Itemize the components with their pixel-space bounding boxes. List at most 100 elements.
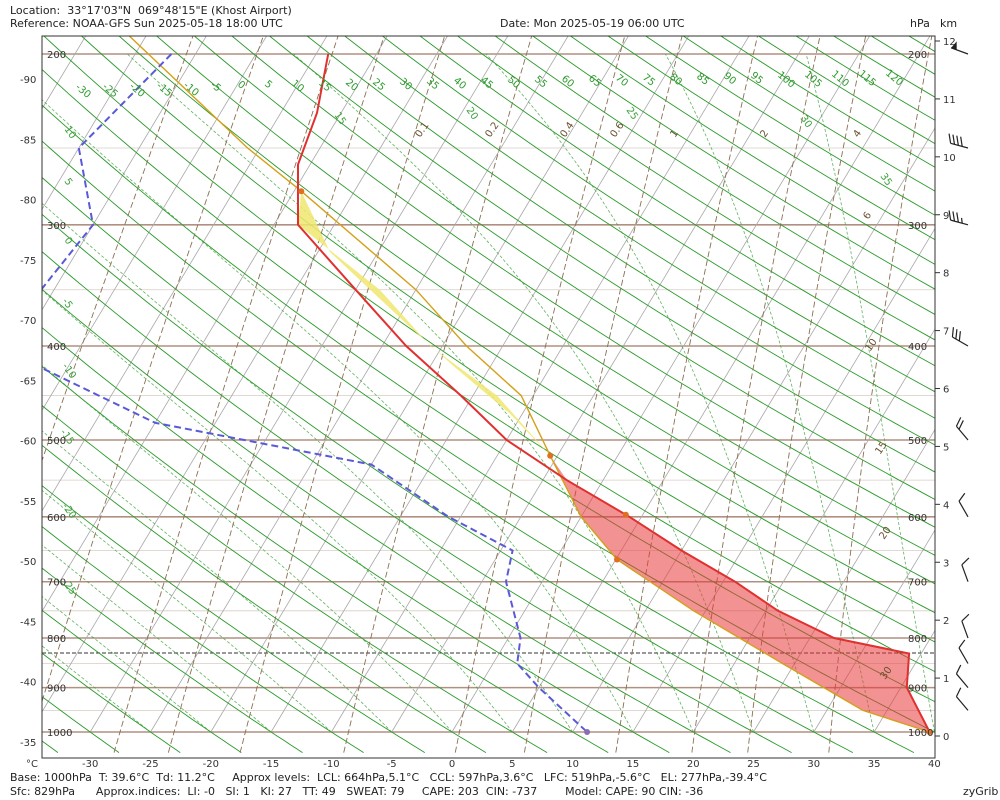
dry-adiabat (193, 36, 935, 528)
left-tick--90: -90 (20, 75, 36, 86)
dry-adiabat (42, 405, 548, 753)
dry-adiabat (42, 176, 915, 753)
left-tick--70: -70 (20, 316, 36, 327)
isobar-label-right-900: 900 (908, 684, 927, 695)
dry-adiabat (607, 36, 935, 241)
moist-adiabat-label: 0 (62, 235, 75, 247)
dry-adiabat-label: 120 (883, 68, 905, 89)
dry-adiabat-label: 95 (748, 70, 765, 87)
isotherm (813, 529, 935, 733)
wind-barb-700 (961, 557, 970, 582)
km-tick-10: 10 (943, 153, 956, 164)
isobar-label-left-800: 800 (47, 634, 66, 645)
dry-adiabat-label: 105 (802, 69, 824, 90)
mixing-ratio-label: 2 (758, 128, 771, 140)
cin-area (550, 455, 930, 732)
footer-indices-text: Sfc: 829hPa Approx.indices: LI: -0 SI: 1… (10, 785, 704, 798)
isotherm (210, 36, 629, 733)
el-marker (298, 188, 305, 195)
dry-adiabat (42, 288, 731, 753)
dry-adiabat (42, 326, 670, 753)
isotherm (42, 36, 87, 110)
isobar-label-left-200: 200 (47, 50, 66, 61)
x-tick--5: -5 (387, 759, 397, 770)
x-tick-15: 15 (627, 759, 640, 770)
wind-barbs (948, 41, 970, 711)
date-text: Date: Mon 2025-05-19 06:00 UTC (500, 17, 685, 30)
mixing-ratio-label: 6 (861, 210, 874, 222)
moist-adiabat-label: 10 (62, 124, 78, 141)
x-tick-20: 20 (687, 759, 700, 770)
dry-adiabat-label: 15 (316, 78, 333, 95)
dry-adiabat-label: 10 (289, 78, 306, 95)
dry-adiabat (419, 36, 935, 367)
moist-adiabat (42, 489, 332, 733)
left-tick--85: -85 (20, 135, 36, 146)
dry-adiabat (43, 36, 935, 643)
isotherm (451, 36, 871, 733)
moist-adiabat (127, 53, 694, 733)
isotherm (391, 36, 810, 733)
km-tick-3: 3 (943, 558, 949, 569)
x-tick--30: -30 (82, 759, 98, 770)
isobar-label-right-500: 500 (908, 436, 927, 447)
km-tick-4: 4 (943, 500, 949, 511)
km-tick-8: 8 (943, 269, 949, 280)
mixing-ratio-line (828, 36, 933, 753)
lcl-marker (614, 556, 620, 563)
x-tick-35: 35 (868, 759, 881, 770)
km-tick-11: 11 (943, 95, 956, 106)
isotherm (42, 36, 207, 311)
dry-adiabat (42, 213, 854, 753)
dry-adiabat (494, 36, 935, 315)
wind-barb-500 (955, 417, 969, 441)
km-tick-0: 0 (943, 732, 949, 743)
moist-adiabat (42, 289, 513, 733)
moist-adiabat (42, 364, 453, 733)
isobar-label-left-900: 900 (47, 684, 66, 695)
mixing-ratio-line (691, 36, 821, 753)
mixing-ratio-label: 20 (877, 525, 893, 542)
dry-adiabat (344, 36, 935, 419)
mixing-ratio-line (454, 36, 626, 753)
moist-adiabat-label: -5 (60, 296, 75, 310)
isotherm (572, 127, 935, 733)
dry-adiabat (42, 444, 487, 753)
grid-line-labels: -30 -25 -20 -15 -10 -5 0 5 10 15 20 25 30 35 40 45 50 55 6… (58, 68, 905, 682)
isotherm-lines (42, 0, 1000, 733)
moist-adiabat (42, 430, 392, 733)
isotherm (995, 0, 1000, 732)
wind-barb-200 (950, 41, 969, 55)
left-tick--45: -45 (20, 618, 36, 629)
isobar-label-left-1000: 1000 (47, 728, 72, 739)
isotherm (753, 428, 935, 733)
dry-adiabat (42, 567, 303, 753)
cape-cin-fills (298, 191, 930, 732)
mixing-ratio-line (113, 36, 339, 753)
dry-adiabat (381, 36, 935, 393)
mixing-ratio-label: 1 (668, 128, 681, 140)
ccl-marker (622, 511, 629, 518)
isotherm (42, 36, 448, 713)
dry-adiabat-label: 60 (559, 73, 576, 90)
dry-adiabat (42, 526, 364, 753)
dry-adiabat (569, 36, 935, 265)
dry-adiabat (42, 365, 609, 753)
left-tick--80: -80 (20, 196, 36, 207)
km-tick-9: 9 (943, 211, 949, 222)
dry-adiabat-label: 55 (532, 74, 549, 91)
mixing-ratio-line (167, 36, 385, 753)
isotherm (42, 36, 268, 412)
left-tick--35: -35 (20, 738, 36, 749)
mixing-ratio-line (42, 36, 264, 703)
dry-adiabat-label: 75 (640, 72, 657, 89)
wind-barb-900 (955, 664, 969, 688)
isobar-label-right-600: 600 (908, 513, 927, 524)
moist-adiabat-label: 20 (464, 105, 480, 122)
isobar-label-left-600: 600 (47, 513, 66, 524)
x-tick-30: 30 (807, 759, 820, 770)
dry-adiabat-label: 115 (856, 68, 878, 89)
mixing-ratio-line (239, 36, 446, 753)
dry-adiabat (456, 36, 935, 341)
